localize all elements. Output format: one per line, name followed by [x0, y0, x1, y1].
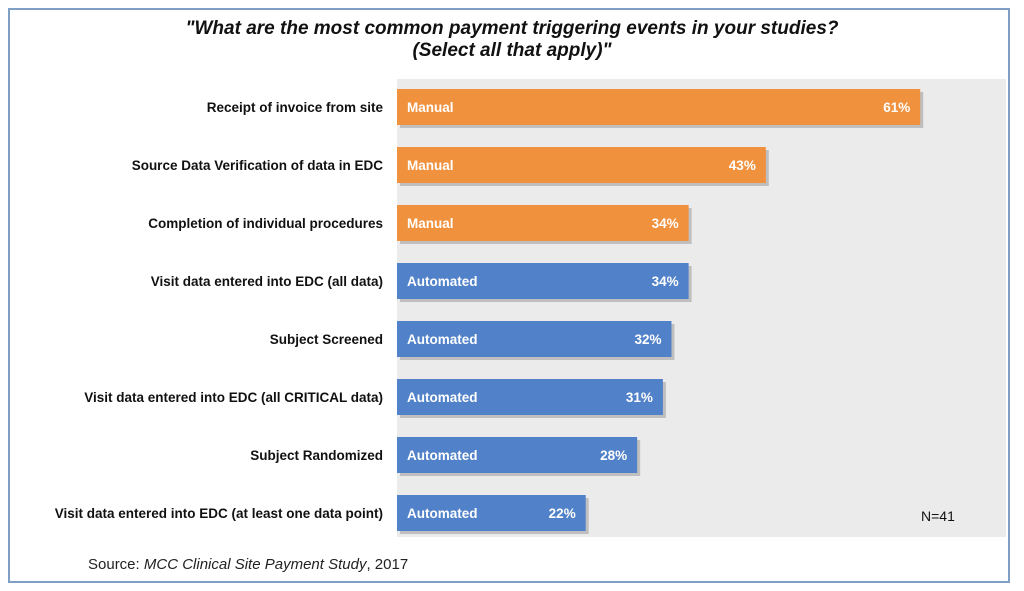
bar — [397, 437, 638, 473]
value-label: 22% — [549, 506, 576, 521]
value-label: 34% — [652, 274, 679, 289]
value-label: 61% — [883, 100, 910, 115]
source-note: Source: MCC Clinical Site Payment Study,… — [88, 556, 408, 573]
category-label: Subject Screened — [270, 332, 383, 347]
sample-size-annotation: N=41 — [921, 508, 955, 524]
chart-title-line2: (Select all that apply)" — [412, 40, 612, 61]
source-name: MCC Clinical Site Payment Study — [143, 556, 367, 573]
bar-type-label: Automated — [407, 332, 478, 347]
category-label: Receipt of invoice from site — [207, 100, 384, 115]
bar-type-label: Automated — [407, 274, 478, 289]
bar — [397, 263, 689, 299]
bar-type-label: Automated — [407, 448, 478, 463]
bar — [397, 205, 689, 241]
bar — [397, 321, 672, 357]
category-label: Source Data Verification of data in EDC — [132, 158, 384, 173]
bar-type-label: Automated — [407, 390, 478, 405]
bar — [397, 89, 921, 125]
category-label: Visit data entered into EDC (all CRITICA… — [84, 390, 383, 405]
bar — [397, 147, 766, 183]
bar-type-label: Manual — [407, 158, 454, 173]
category-label: Completion of individual procedures — [148, 216, 383, 231]
source-prefix: Source: — [88, 556, 144, 573]
bar — [397, 495, 586, 531]
value-label: 32% — [634, 332, 661, 347]
category-label: Visit data entered into EDC (all data) — [151, 274, 383, 289]
value-label: 31% — [626, 390, 653, 405]
bar-type-label: Manual — [407, 100, 454, 115]
value-label: 28% — [600, 448, 627, 463]
bar-type-label: Automated — [407, 506, 478, 521]
chart-title-line1: "What are the most common payment trigge… — [185, 18, 839, 39]
value-label: 43% — [729, 158, 756, 173]
source-suffix: , 2017 — [366, 556, 409, 573]
category-label: Subject Randomized — [250, 448, 383, 463]
bar-type-label: Manual — [407, 216, 454, 231]
value-label: 34% — [652, 216, 679, 231]
category-label: Visit data entered into EDC (at least on… — [55, 506, 383, 521]
bar — [397, 379, 663, 415]
